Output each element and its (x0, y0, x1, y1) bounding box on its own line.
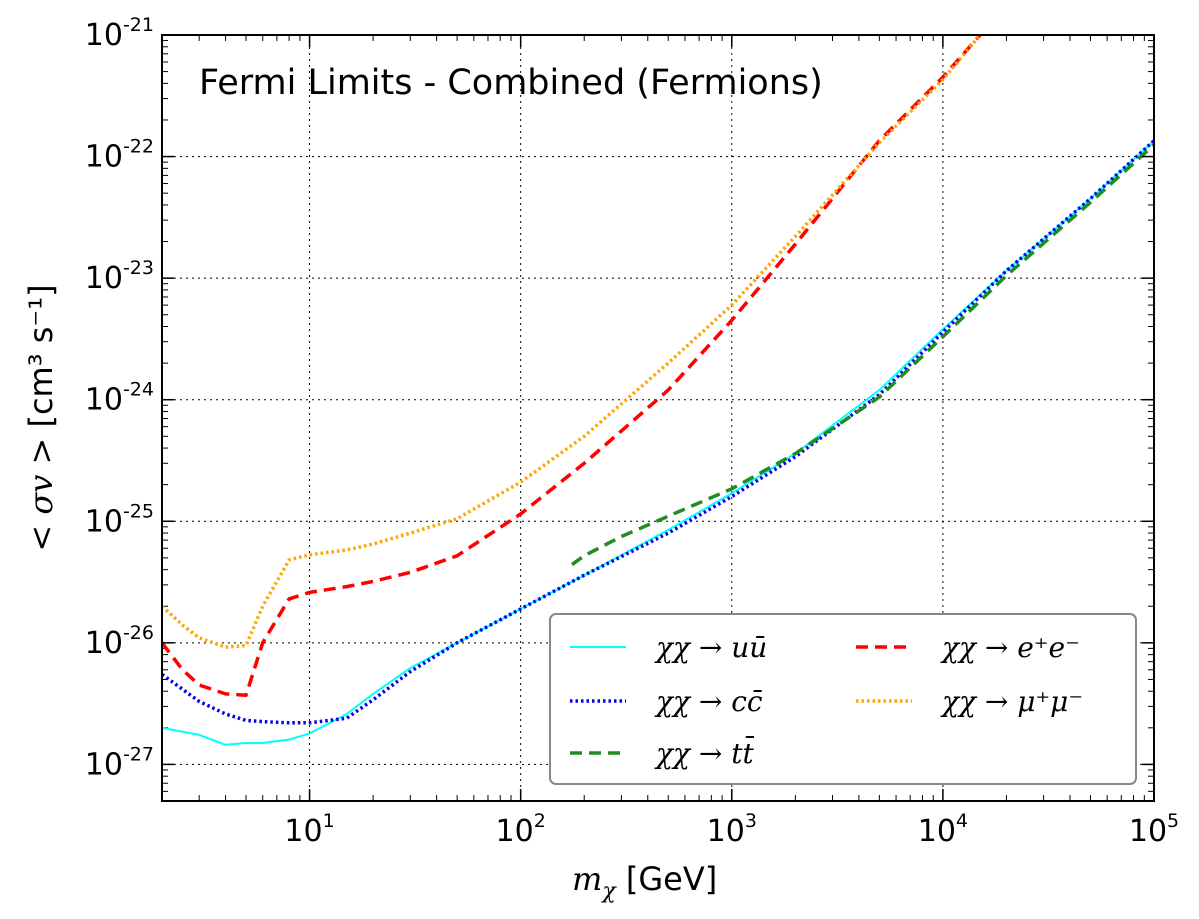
y-tick-base: 10 (85, 261, 123, 296)
x-tick-base: 10 (707, 814, 745, 849)
series-line-1 (162, 139, 1154, 725)
x-tick-labels: 101 102 103 104 105 (284, 810, 1179, 849)
y-tick-exponent: -26 (123, 622, 154, 644)
y-tick-label: 10-22 (85, 136, 154, 175)
x-tick-label: 102 (496, 810, 546, 849)
x-tick-exponent: 2 (534, 810, 546, 832)
legend-box (549, 613, 1137, 785)
legend-label-1: χχ → cc̄ (654, 685, 763, 718)
x-axis-unit: [GeV] (616, 860, 718, 898)
y-tick-exponent: -23 (123, 257, 154, 279)
x-axis-subscript: χ (600, 879, 617, 904)
x-tick-exponent: 4 (956, 810, 968, 832)
y-tick-exponent: -24 (123, 379, 154, 401)
x-tick-base: 10 (918, 814, 956, 849)
y-tick-base: 10 (85, 18, 123, 53)
y-tick-exponent: -22 (123, 136, 154, 158)
chart-title: Fermi Limits - Combined (Fermions) (199, 63, 823, 103)
y-tick-base: 10 (85, 140, 123, 175)
y-axis-symbol: < σv > (22, 438, 60, 552)
y-tick-label: 10-24 (85, 379, 154, 418)
y-tick-label: 10-25 (85, 500, 154, 539)
legend: χχ → uū χχ → cc̄ χχ → tt̄ χχ → e⁺e⁻ χχ → μ⁺μ… (549, 613, 1137, 785)
series-line-4 (162, 35, 982, 649)
x-axis-title: mχ [GeV] (572, 860, 717, 904)
y-axis-title: < σv > [cm³ s⁻¹] (22, 284, 60, 551)
series-layer (162, 35, 1154, 746)
x-tick-exponent: 1 (323, 810, 335, 832)
y-tick-label: 10-27 (85, 743, 154, 782)
legend-label-0: χχ → uū (654, 631, 767, 664)
grid (162, 35, 1154, 801)
major-ticks (162, 34, 1155, 801)
y-tick-exponent: -27 (123, 743, 154, 765)
y-tick-base: 10 (85, 504, 123, 539)
x-tick-label: 104 (918, 810, 968, 849)
y-tick-label: 10-21 (85, 14, 154, 53)
y-tick-label: 10-23 (85, 257, 154, 296)
x-tick-label: 101 (284, 810, 334, 849)
y-tick-base: 10 (85, 747, 123, 782)
legend-label-3: χχ → e⁺e⁻ (940, 631, 1080, 664)
x-tick-base: 10 (284, 814, 322, 849)
y-tick-base: 10 (85, 626, 123, 661)
x-tick-base: 10 (496, 814, 534, 849)
x-axis-symbol: m (572, 860, 602, 898)
x-tick-exponent: 3 (745, 810, 757, 832)
legend-label-2: χχ → tt̄ (654, 735, 755, 770)
x-tick-exponent: 5 (1167, 810, 1179, 832)
series-line-3 (162, 35, 982, 698)
series-line-2 (570, 143, 1154, 567)
legend-label-4: χχ → μ⁺μ⁻ (940, 685, 1083, 718)
y-axis-unit: [cm³ s⁻¹] (22, 284, 60, 427)
y-tick-exponent: -25 (123, 500, 154, 522)
x-tick-label: 105 (1129, 810, 1179, 849)
y-tick-label: 10-26 (85, 622, 154, 661)
x-tick-label: 103 (707, 810, 757, 849)
y-tick-base: 10 (85, 383, 123, 418)
series-group (162, 35, 1154, 746)
plot-frame (161, 34, 1155, 802)
y-tick-exponent: -21 (123, 14, 154, 36)
x-tick-base: 10 (1129, 814, 1167, 849)
